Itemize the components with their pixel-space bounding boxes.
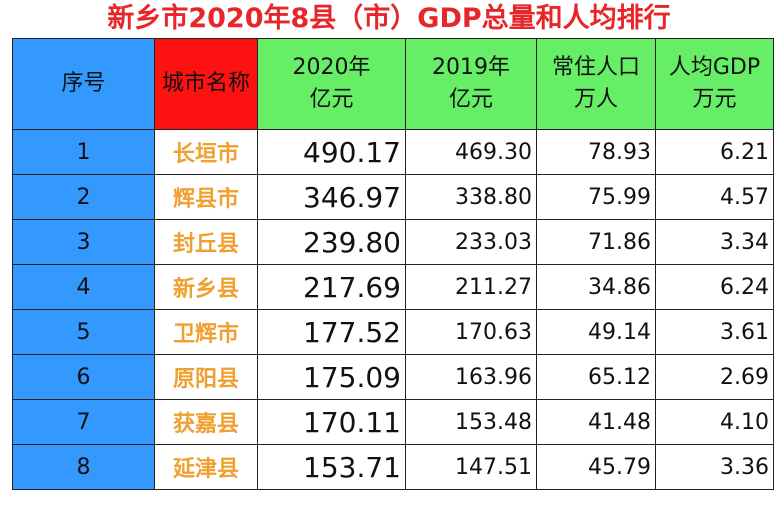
table-cell: 170.63 xyxy=(405,309,537,355)
table-cell: 4.10 xyxy=(655,399,774,445)
header-line: 亿元 xyxy=(448,87,493,112)
header-cell: 城市名称 xyxy=(154,38,258,130)
table-cell: 1 xyxy=(12,129,155,175)
table-cell: 新乡县 xyxy=(154,264,258,310)
header-line: 城市名称 xyxy=(161,71,250,96)
table-cell: 239.80 xyxy=(257,219,406,265)
table-row: 6 原阳县 175.09 163.96 65.12 2.69 xyxy=(12,354,774,400)
table-cell: 原阳县 xyxy=(154,354,258,400)
table-cell: 3.34 xyxy=(655,219,774,265)
table-cell: 延津县 xyxy=(154,444,258,490)
table-cell: 346.97 xyxy=(257,174,406,220)
table-cell: 71.86 xyxy=(536,219,656,265)
header-cell: 人均GDP 万元 xyxy=(655,38,774,130)
table-cell: 175.09 xyxy=(257,354,406,400)
header-cell: 2020年亿元 xyxy=(257,38,406,130)
table-cell: 75.99 xyxy=(536,174,656,220)
table-cell: 卫辉市 xyxy=(154,309,258,355)
table-cell: 34.86 xyxy=(536,264,656,310)
table-row: 5 卫辉市 177.52 170.63 49.14 3.61 xyxy=(12,309,774,355)
table-cell: 6 xyxy=(12,354,155,400)
table-cell: 338.80 xyxy=(405,174,537,220)
table-cell: 辉县市 xyxy=(154,174,258,220)
header-cell: 常住人口 万人 xyxy=(536,38,656,130)
header-line: 常住人口 xyxy=(551,55,640,80)
table-cell: 4.57 xyxy=(655,174,774,220)
table-body: 1 长垣市 490.17 469.30 78.93 6.21 2 辉县市 346.97 338.8… xyxy=(12,129,774,490)
table-cell: 5 xyxy=(12,309,155,355)
table-cell: 233.03 xyxy=(405,219,537,265)
table-cell: 170.11 xyxy=(257,399,406,445)
table-cell: 65.12 xyxy=(536,354,656,400)
table-cell: 45.79 xyxy=(536,444,656,490)
table-cell: 490.17 xyxy=(257,129,406,175)
table-row: 3 封丘县 239.80 233.03 71.86 3.34 xyxy=(12,219,774,265)
table-cell: 147.51 xyxy=(405,444,537,490)
table-cell: 获嘉县 xyxy=(154,399,258,445)
title: 新乡市2020年8县（市）GDP总量和人均排行 xyxy=(107,3,671,34)
table-cell: 长垣市 xyxy=(154,129,258,175)
table-row: 1 长垣市 490.17 469.30 78.93 6.21 xyxy=(12,129,774,175)
table-cell: 49.14 xyxy=(536,309,656,355)
table-cell: 78.93 xyxy=(536,129,656,175)
table-cell: 3.61 xyxy=(655,309,774,355)
table-cell: 177.52 xyxy=(257,309,406,355)
table-cell: 217.69 xyxy=(257,264,406,310)
table-row: 2 辉县市 346.97 338.80 75.99 4.57 xyxy=(12,174,774,220)
header-line: 2020年 xyxy=(292,55,371,80)
table-cell: 3 xyxy=(12,219,155,265)
table-header: 序号 城市名称 2020年 亿元 2019年 亿元 常住人口 万人 人均GDP 万元 xyxy=(12,38,774,130)
table-cell: 6.21 xyxy=(655,129,774,175)
table-cell: 41.48 xyxy=(536,399,656,445)
header-cell: 2019年亿元 xyxy=(405,38,537,130)
table-cell: 211.27 xyxy=(405,264,537,310)
header-line: 万人 xyxy=(573,87,618,112)
table-cell: 7 xyxy=(12,399,155,445)
gdp-table: 序号 城市名称 2020年 亿元 2019年 亿元 常住人口 万人 人均GDP 万元 1 长垣市 490… xyxy=(12,38,774,490)
table-cell: 153.48 xyxy=(405,399,537,445)
header-line: 亿元 xyxy=(309,87,354,112)
table-row: 4 新乡县 217.69 211.27 34.86 6.24 xyxy=(12,264,774,310)
header-line: 人均GDP xyxy=(668,55,761,80)
table-cell: 6.24 xyxy=(655,264,774,310)
header-line: 万元 xyxy=(692,87,737,112)
table-row: 8 延津县 153.71 147.51 45.79 3.36 xyxy=(12,444,774,490)
table-row: 7 获嘉县 170.11 153.48 41.48 4.10 xyxy=(12,399,774,445)
table-cell: 封丘县 xyxy=(154,219,258,265)
header-line: 2019年 xyxy=(432,55,510,80)
table-cell: 2 xyxy=(12,174,155,220)
header-line: 序号 xyxy=(61,71,106,96)
table-cell: 163.96 xyxy=(405,354,537,400)
header-cell: 序号 xyxy=(12,38,155,130)
header-row: 序号 城市名称 2020年 亿元 2019年 亿元 常住人口 万人 人均GDP 万元 xyxy=(12,38,774,130)
table-cell: 153.71 xyxy=(257,444,406,490)
table-cell: 3.36 xyxy=(655,444,774,490)
table-cell: 8 xyxy=(12,444,155,490)
table-cell: 4 xyxy=(12,264,155,310)
table-cell: 2.69 xyxy=(655,354,774,400)
table-cell: 469.30 xyxy=(405,129,537,175)
